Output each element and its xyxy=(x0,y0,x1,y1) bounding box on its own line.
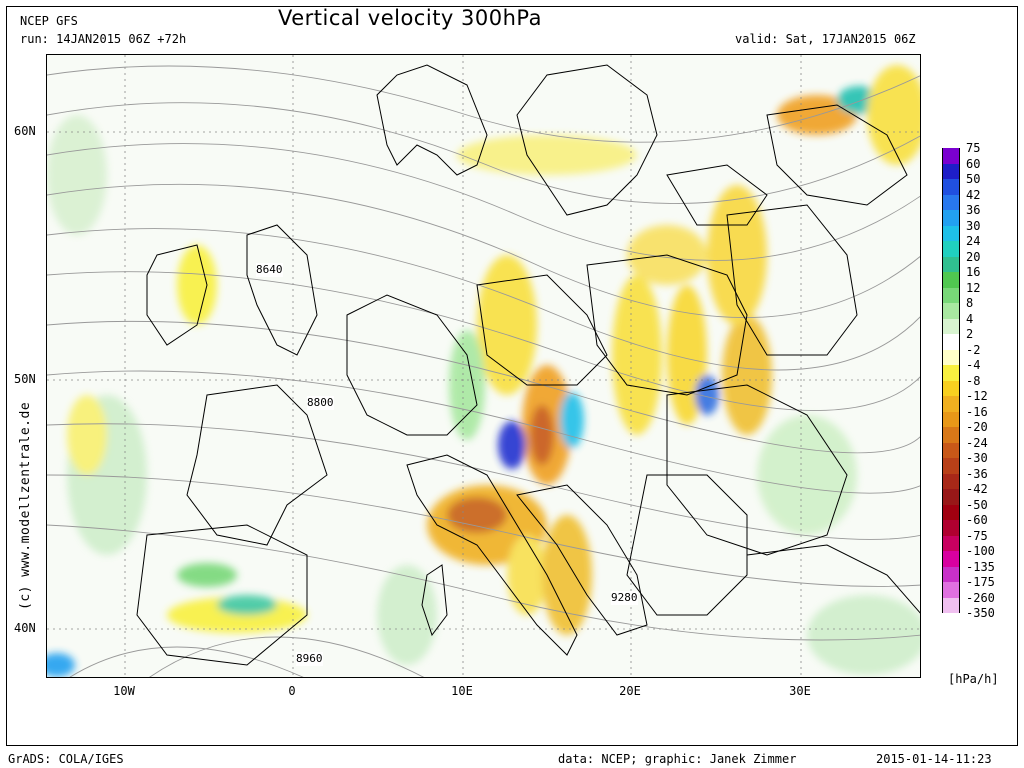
colorbar-swatch xyxy=(942,194,960,210)
colorbar-tick-label: -24 xyxy=(966,435,988,450)
figure-frame xyxy=(6,6,1018,746)
colorbar-swatch xyxy=(942,458,960,474)
footer-software: GrADS: COLA/IGES xyxy=(8,752,124,766)
colorbar-tick-label: 24 xyxy=(966,234,981,248)
contour-label: 9280 xyxy=(611,591,638,605)
lon-label-10w: 10W xyxy=(113,684,135,698)
credit-text: (c) www.modellzentrale.de xyxy=(18,401,33,610)
colorbar-swatch xyxy=(942,582,960,598)
colorbar-tick-label: 8 xyxy=(966,296,974,310)
colorbar-tick-label: -60 xyxy=(966,513,988,527)
contour-label: 8640 xyxy=(256,263,283,277)
colorbar-swatch xyxy=(942,241,960,257)
colorbar-tick-label: -20 xyxy=(966,420,988,434)
colorbar-swatch xyxy=(942,210,960,226)
footer-timestamp: 2015-01-14-11:23 xyxy=(876,752,992,766)
colorbar-swatch xyxy=(942,179,960,195)
colorbar-tick-label: -8 xyxy=(966,373,981,388)
colorbar-swatch xyxy=(942,442,960,458)
lon-label-10e: 10E xyxy=(451,684,473,698)
colorbar-swatch xyxy=(942,504,960,520)
lon-label-30e: 30E xyxy=(789,684,811,698)
colorbar-swatch xyxy=(942,427,960,443)
footer-credit: data: NCEP; graphic: Janek Zimmer xyxy=(558,752,797,766)
colorbar-tick-label: -135 xyxy=(966,559,995,574)
colorbar-swatch xyxy=(942,396,960,412)
colorbar-units: [hPa/h] xyxy=(948,672,999,686)
colorbar-swatch xyxy=(942,473,960,489)
colorbar-swatch xyxy=(942,334,960,350)
colorbar-swatch xyxy=(942,318,960,334)
colorbar-tick-label: -42 xyxy=(966,482,988,496)
colorbar-swatch xyxy=(942,380,960,396)
colorbar-tick-label: -2 xyxy=(966,342,981,357)
colorbar-tick-label: -12 xyxy=(966,389,988,403)
colorbar-tick-label: -75 xyxy=(966,528,988,543)
colorbar-swatch xyxy=(942,272,960,288)
colorbar-swatch xyxy=(942,566,960,582)
colorbar-tick-label: 30 xyxy=(966,218,981,233)
colorbar-swatch xyxy=(942,225,960,241)
colorbar-tick-label: -4 xyxy=(966,358,981,372)
colorbar-tick-label: 12 xyxy=(966,280,981,295)
colorbar-swatch xyxy=(942,535,960,551)
colorbar-swatch xyxy=(942,349,960,365)
colorbar-tick-label: -30 xyxy=(966,451,988,465)
colorbar-tick-label: 42 xyxy=(966,187,981,202)
colorbar-swatch xyxy=(942,148,960,164)
run-label: run: 14JAN2015 06Z +72h xyxy=(20,32,187,46)
colorbar-tick-label: 4 xyxy=(966,311,974,326)
colorbar-tick-label: 36 xyxy=(966,203,981,217)
map-title: Vertical velocity 300hPa xyxy=(278,6,543,30)
map-panel xyxy=(46,54,921,678)
lat-label-40n: 40N xyxy=(14,621,36,635)
colorbar-swatch xyxy=(942,411,960,427)
colorbar-swatch xyxy=(942,551,960,567)
colorbar-tick-label: 60 xyxy=(966,156,981,171)
colorbar-tick-label: -36 xyxy=(966,466,988,481)
colorbar-swatch xyxy=(942,520,960,536)
colorbar-tick-label: -350 xyxy=(966,606,995,620)
lon-label-20e: 20E xyxy=(619,684,641,698)
colorbar-tick-label: 16 xyxy=(966,265,981,279)
colorbar-swatch xyxy=(942,365,960,381)
colorbar-swatch xyxy=(942,303,960,319)
lat-label-60n: 60N xyxy=(14,124,36,138)
colorbar-tick-label: -50 xyxy=(966,497,988,512)
colorbar-tick-label: -16 xyxy=(966,404,988,419)
colorbar-swatch xyxy=(942,597,960,613)
colorbar-tick-label: 2 xyxy=(966,327,974,341)
map-graphic xyxy=(47,55,920,677)
colorbar-tick-label: 20 xyxy=(966,249,981,264)
colorbar-swatch xyxy=(942,256,960,272)
colorbar-tick-label: -175 xyxy=(966,575,995,589)
colorbar-swatch xyxy=(942,163,960,179)
contour-label: 8800 xyxy=(307,396,334,410)
colorbar-tick-label: -260 xyxy=(966,590,995,605)
colorbar-tick-label: 75 xyxy=(966,141,981,155)
valid-label: valid: Sat, 17JAN2015 06Z xyxy=(735,32,916,46)
colorbar-swatch xyxy=(942,489,960,505)
model-label: NCEP GFS xyxy=(20,14,78,28)
colorbar-tick-label: 50 xyxy=(966,172,981,186)
lon-label-0: 0 xyxy=(288,684,296,698)
lat-label-50n: 50N xyxy=(14,372,36,386)
colorbar-tick-label: -100 xyxy=(966,544,995,558)
contour-label: 8960 xyxy=(296,652,323,666)
colorbar-swatch xyxy=(942,287,960,303)
